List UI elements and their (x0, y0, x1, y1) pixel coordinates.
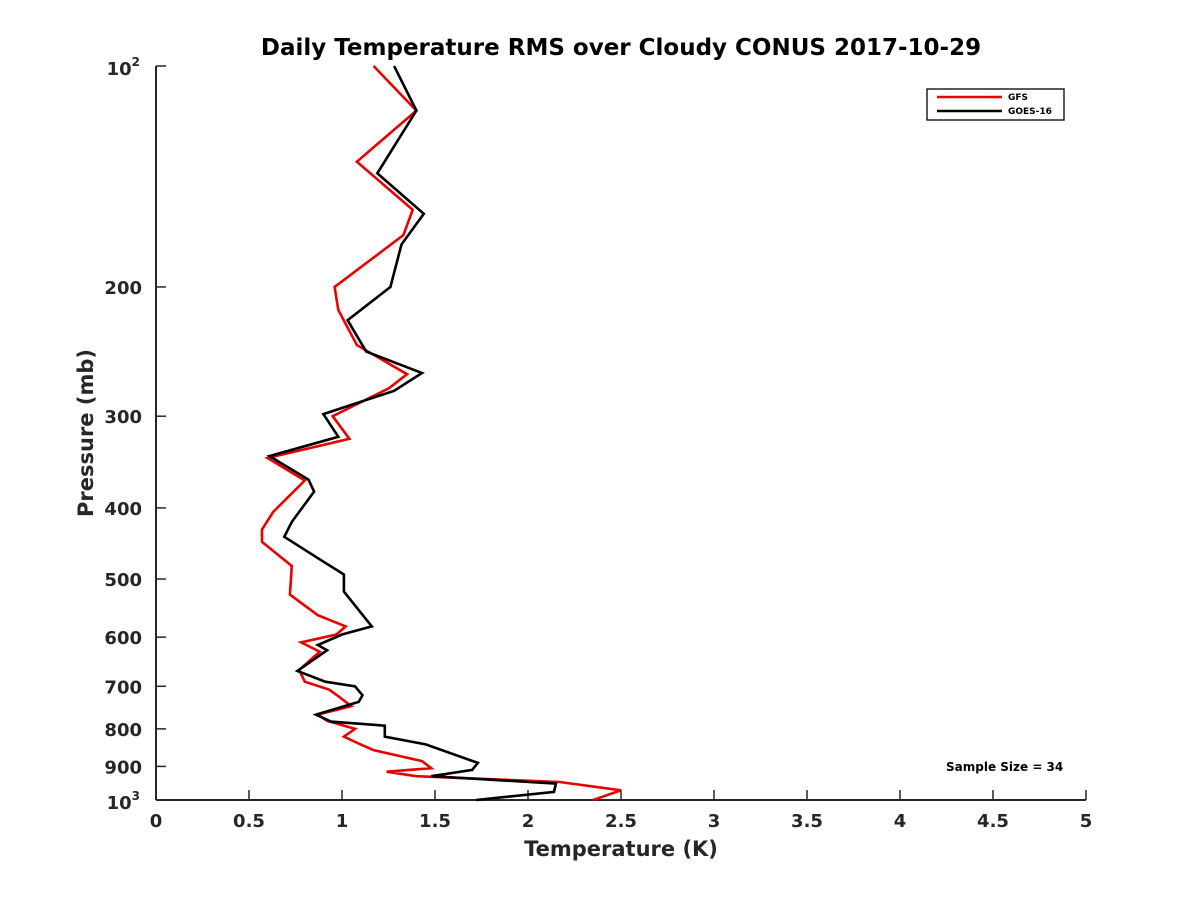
x-tick-label: 4 (894, 811, 907, 832)
y-axis-label: Pressure (mb) (74, 349, 98, 517)
x-tick-label: 2 (522, 811, 535, 832)
series-line-gfs (260, 65, 622, 802)
x-tick-label: 2.5 (605, 811, 637, 832)
x-axis-label: Temperature (K) (524, 837, 718, 861)
legend: GFS GOES-16 (926, 88, 1065, 121)
legend-box (926, 88, 1065, 121)
x-tick-label: 3.5 (791, 811, 823, 832)
y-tick-label: 200 (104, 278, 142, 299)
legend-label-gfs: GFS (1008, 93, 1028, 103)
y-tick-label: 103 (107, 789, 140, 814)
y-tick-label: 900 (104, 757, 142, 778)
chart-title: Daily Temperature RMS over Cloudy CONUS … (261, 35, 981, 61)
y-tick-label: 400 (104, 499, 142, 520)
x-tick-label: 4.5 (977, 811, 1009, 832)
x-tick-label: 5 (1080, 811, 1093, 832)
x-tick-label: 0.5 (233, 811, 265, 832)
x-tick-label: 3 (708, 811, 721, 832)
y-tick-label: 600 (104, 628, 142, 649)
y-tick-base: 10 (107, 793, 132, 814)
x-tick-label: 1 (336, 811, 349, 832)
series-line-goes16 (266, 65, 558, 802)
y-tick-label: 300 (104, 407, 142, 428)
legend-label-goes16: GOES-16 (1008, 107, 1052, 117)
y-tick-label: 500 (104, 570, 142, 591)
sample-size-annotation: Sample Size = 34 (946, 760, 1063, 774)
x-tick-label: 1.5 (419, 811, 451, 832)
y-tick-label: 102 (107, 55, 140, 80)
x-ticks: 0 0.5 1 1.5 2 2.5 3 3.5 4 4.5 5 (150, 790, 1093, 832)
y-tick-label: 700 (104, 677, 142, 698)
y-tick-label: 800 (104, 720, 142, 741)
series-lines (260, 65, 622, 802)
y-tick-exponent: 3 (132, 789, 140, 803)
y-tick-base: 10 (107, 59, 132, 80)
x-tick-label: 0 (150, 811, 163, 832)
y-tick-exponent: 2 (132, 55, 140, 69)
